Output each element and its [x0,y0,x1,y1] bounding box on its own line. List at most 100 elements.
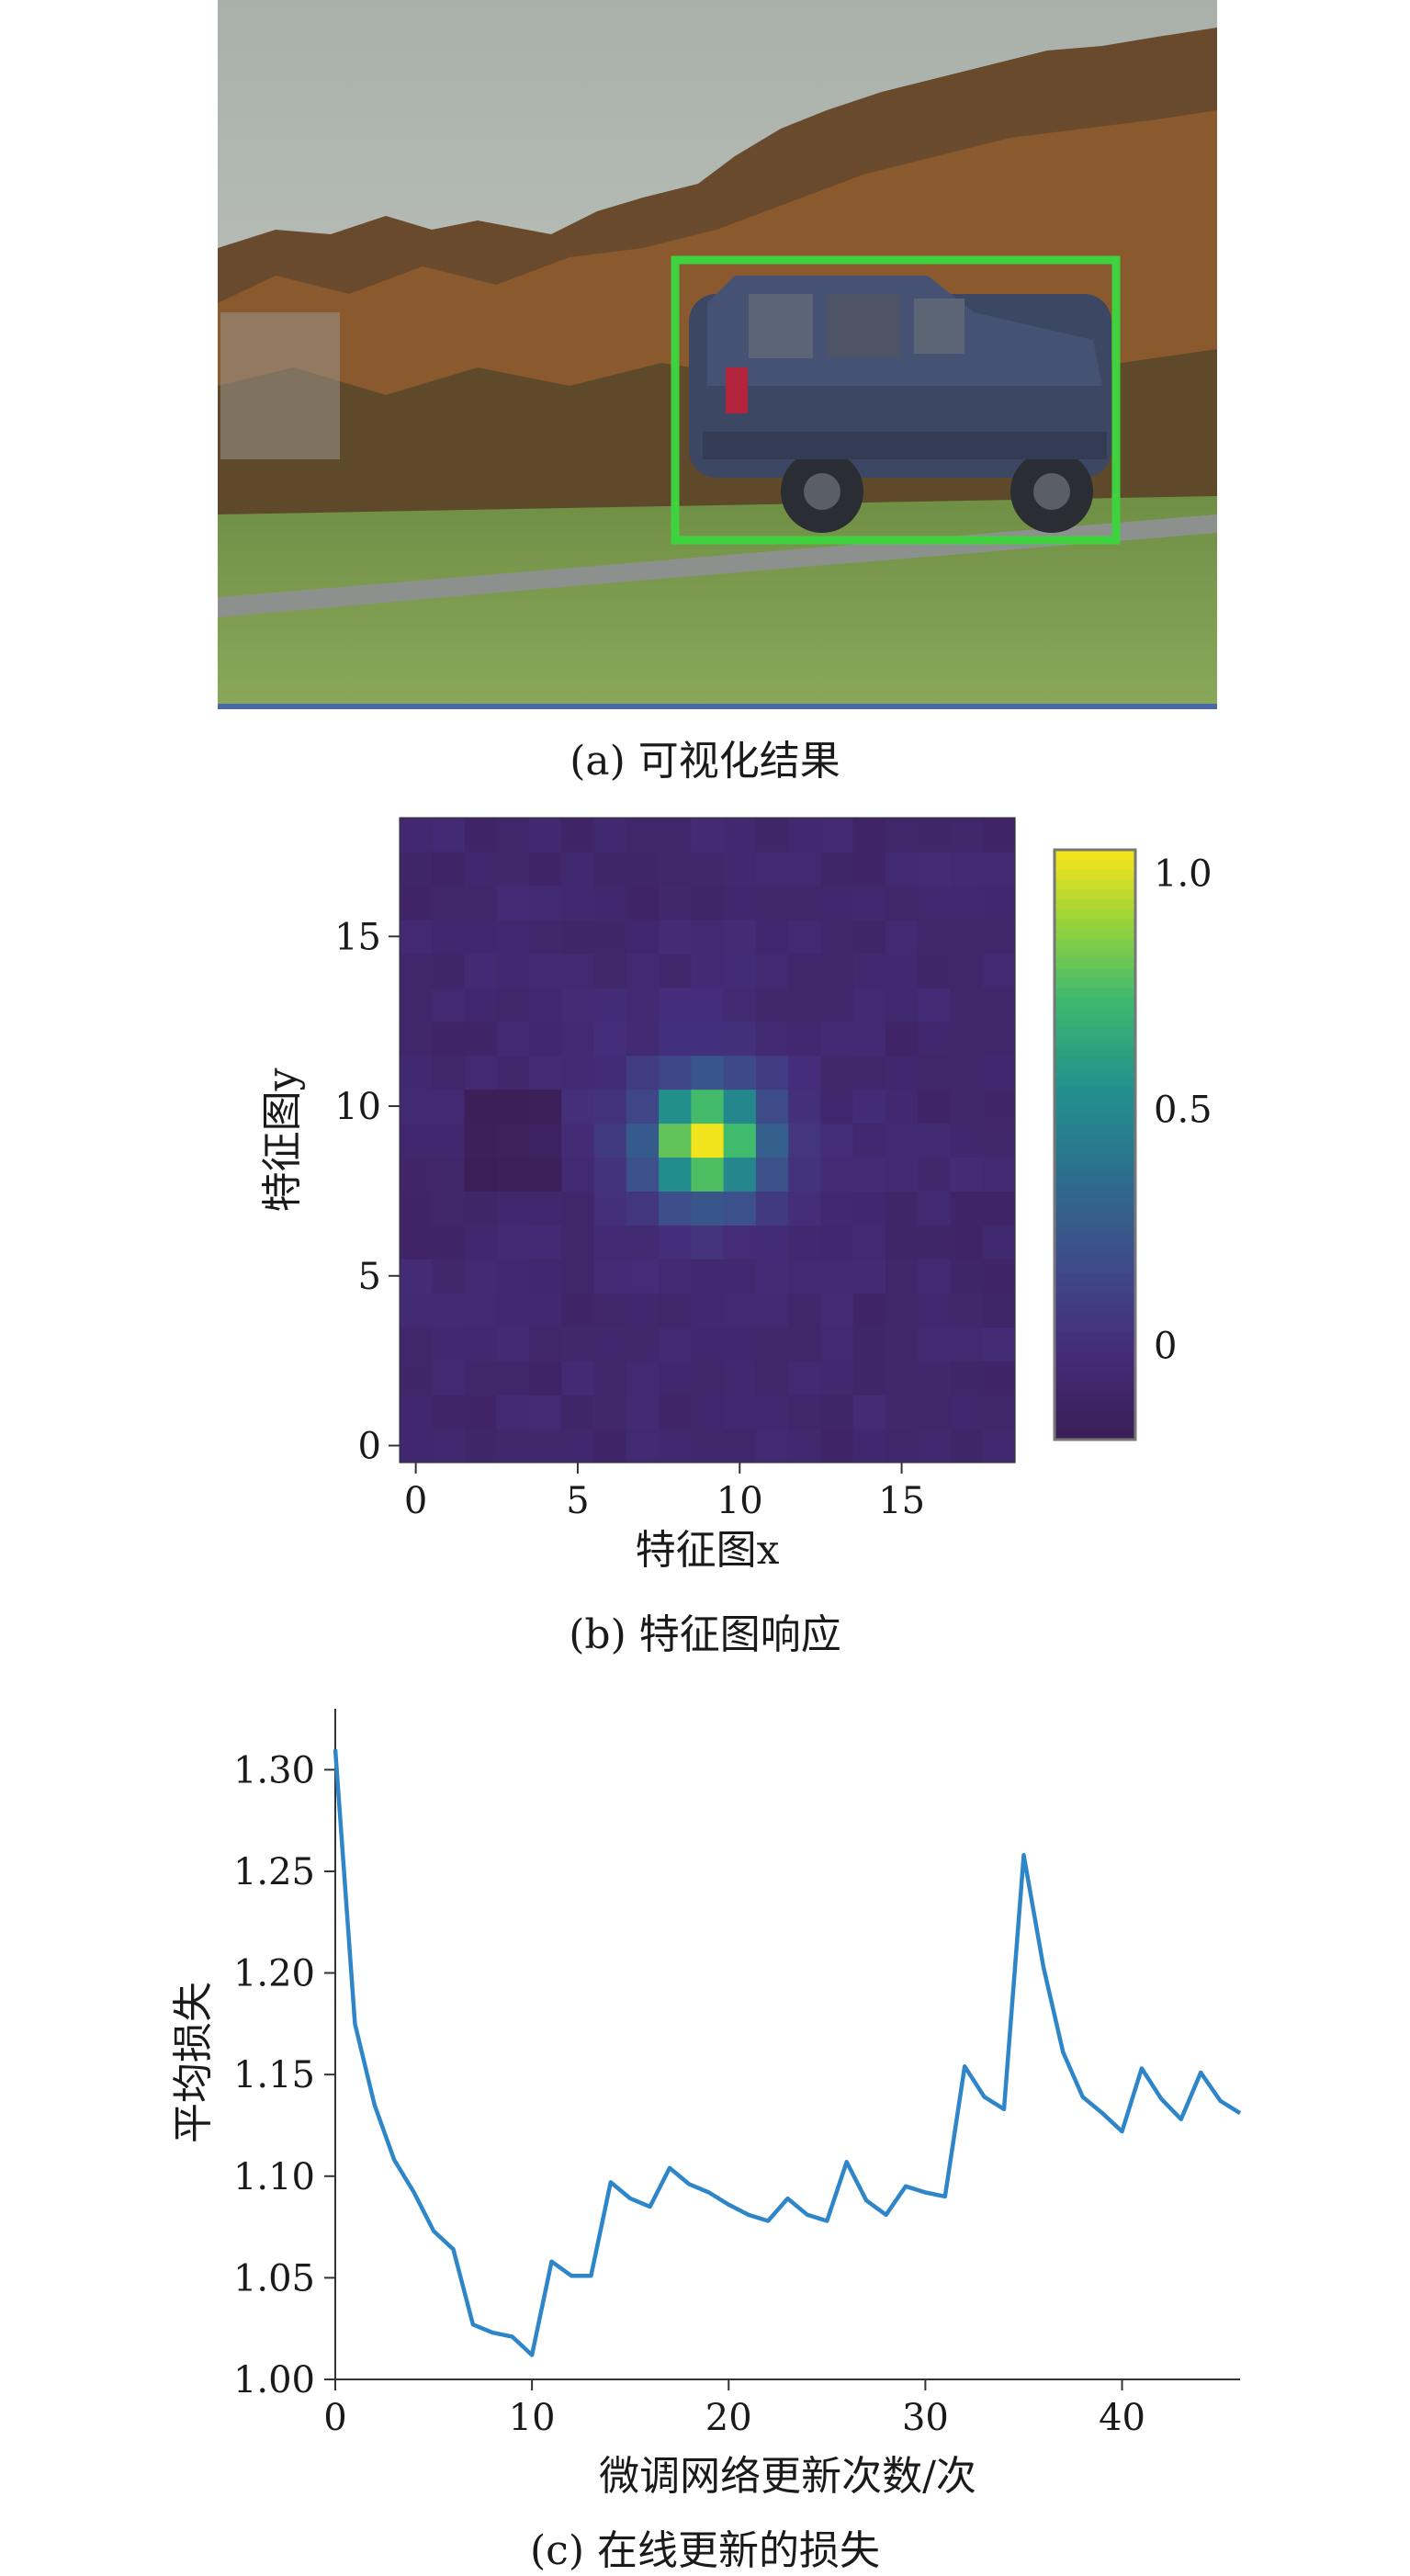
colorbar-segment [1055,1036,1135,1047]
colorbar-segment [1055,1311,1135,1323]
colorbar-segment [1055,997,1135,1008]
heatmap-cell [626,987,660,1022]
heatmap-cell [626,1395,660,1429]
heatmap-cell [852,1123,886,1158]
heatmap-cell [529,1293,562,1328]
heatmap-cell [432,1429,466,1463]
heatmap-cell [820,1021,854,1056]
heatmap-cell [464,1225,498,1260]
heatmap-cell [950,987,984,1022]
heatmap-cell [950,1021,984,1056]
heatmap-cell [885,1123,919,1158]
heatmap-cell [788,987,822,1022]
heatmap-cell [432,1191,466,1226]
colorbar-segment [1055,1361,1135,1372]
heatmap-cell [885,1327,919,1361]
heatmap-cell [593,1259,627,1294]
x-tick-label: 5 [566,1480,589,1522]
heatmap-cell [496,1327,530,1361]
heatmap-cell [464,1055,498,1090]
x-tick-label: 10 [716,1480,763,1522]
colorbar-segment [1055,1350,1135,1361]
heatmap-cell [626,851,660,887]
heatmap-cell [691,851,725,887]
heatmap-cell [561,1055,595,1090]
heatmap-cell [593,1055,627,1090]
heatmap-cell [400,818,433,853]
heatmap-cell [723,1395,757,1429]
heatmap-cell [529,919,562,955]
colorbar-segment [1055,1243,1135,1254]
colorbar-segment [1055,1331,1135,1342]
colorbar-segment [1055,1400,1135,1411]
heatmap-chart: 0 5 10 15 0 5 10 15 特征图x 特征图y 1.0 0.5 0 [259,817,1213,1574]
heatmap-cell [723,1089,757,1124]
heatmap-cell [820,1361,854,1395]
colorbar-segment [1055,1026,1135,1037]
heatmap-cell [982,1395,1016,1429]
heatmap-cell [982,1361,1016,1395]
heatmap-cell [626,1225,660,1260]
heatmap-cell [723,919,757,955]
heatmap-cell [723,1225,757,1260]
colorbar-segment [1055,1213,1135,1225]
heatmap-cell [820,1157,854,1192]
heatmap-cell [852,987,886,1022]
heatmap-cell [529,885,562,921]
heatmap-cell [464,1191,498,1226]
heatmap-cell [918,1225,952,1260]
heatmap-cell [723,1327,757,1361]
heatmap-cell [691,1089,725,1124]
colorbar-tick-label: 0 [1154,1325,1177,1367]
heatmap-cell [529,1055,562,1090]
heatmap-cell [400,851,433,887]
heatmap-cell [950,1055,984,1090]
heatmap-cell [885,1055,919,1090]
heatmap-cell [400,1361,433,1395]
heatmap-cell [659,1089,692,1124]
heatmap-cell [691,953,725,989]
heatmap-cell [885,818,919,853]
heatmap-cell [918,953,952,989]
heatmap-cell [918,919,952,955]
heatmap-cell [593,1293,627,1328]
heatmap-cell [464,1123,498,1158]
heatmap-cell [918,1021,952,1056]
heatmap-cell [755,1089,789,1124]
heatmap-cell [982,1327,1016,1361]
colorbar-segment [1055,1203,1135,1215]
heatmap-cell [788,1191,822,1226]
caption-a: (a) 可视化结果 [570,738,840,785]
heatmap-cell [593,953,627,989]
heatmap-cell [496,885,530,921]
heatmap-cell [659,1259,692,1294]
heatmap-cell [432,1225,466,1260]
colorbar-segment [1055,1164,1135,1175]
heatmap-cell [626,1021,660,1056]
heatmap-cell [755,919,789,955]
heatmap-cell [820,919,854,955]
colorbar-segment [1055,1183,1135,1195]
heatmap-cell [820,1123,854,1158]
heatmap-cell [561,1361,595,1395]
colorbar-segment [1055,1066,1135,1077]
heatmap-cell [561,1225,595,1260]
colorbar-segment [1055,1135,1135,1146]
heatmap-cell [626,1327,660,1361]
heatmap-cell [852,953,886,989]
caption-c: (c) 在线更新的损失 [530,2527,880,2574]
heatmap-cell [432,953,466,989]
heatmap-cell [918,1395,952,1429]
heatmap-cell [659,1123,692,1158]
heatmap-cell [464,919,498,955]
panel-b: 0 5 10 15 0 5 10 15 特征图x 特征图y 1.0 0.5 0 (b) 特征图响应 [0,799,1410,1681]
heatmap-cell [885,1361,919,1395]
colorbar-segment [1055,850,1135,861]
heatmap-cell [464,851,498,887]
heatmap-cell [496,1225,530,1260]
heatmap-cell [820,1089,854,1124]
heatmap-cell [852,1021,886,1056]
heatmap-cell [885,851,919,887]
heatmap-cell [659,919,692,955]
heatmap-cell [400,1055,433,1090]
